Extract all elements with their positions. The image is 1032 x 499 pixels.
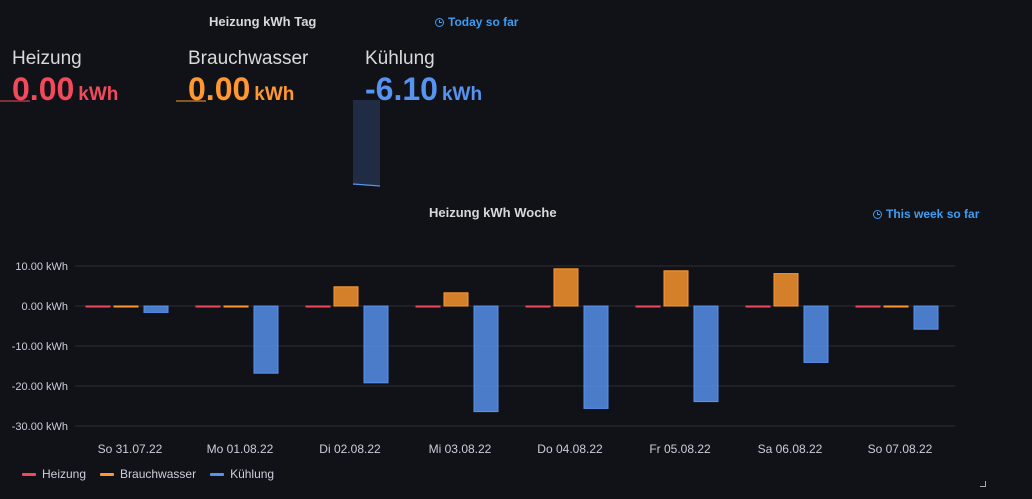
bar-kühlung-1[interactable] <box>253 305 279 374</box>
bar-kühlung-4[interactable] <box>583 305 609 409</box>
stat-name: Kühlung <box>365 48 435 69</box>
bar-heizung-5[interactable] <box>635 305 661 308</box>
legend-item-kuehlung[interactable]: Kühlung <box>210 467 274 481</box>
bar-heizung-2[interactable] <box>305 305 331 308</box>
bar-brauchwasser-7[interactable] <box>883 305 909 308</box>
y-tick-label: 0.00 kWh <box>22 301 68 313</box>
bar-brauchwasser-0[interactable] <box>113 305 139 308</box>
panel-title: Heizung kWh Tag <box>209 14 317 29</box>
time-info-label: Today so far <box>448 15 519 29</box>
stat-unit: kWh <box>254 84 295 105</box>
clock-icon <box>435 17 444 27</box>
stat-name: Heizung <box>12 48 82 69</box>
legend-swatch <box>210 472 225 476</box>
chart-legend: Heizung Brauchwasser Kühlung <box>22 467 274 481</box>
stat-heizung: Heizung 0.00 kWh <box>12 48 118 108</box>
bar-kühlung-3[interactable] <box>473 305 499 413</box>
y-tick-label: -30.00 kWh <box>12 421 68 433</box>
sparkline-heizung <box>0 100 30 102</box>
x-tick-label: Mo 01.08.22 <box>207 442 274 456</box>
bar-heizung-6[interactable] <box>745 305 771 308</box>
y-tick-label: -20.00 kWh <box>12 381 68 393</box>
legend-item-heizung[interactable]: Heizung <box>22 467 86 481</box>
bar-kühlung-5[interactable] <box>693 305 719 403</box>
time-info-label: This week so far <box>886 207 980 221</box>
panel-title: Heizung kWh Woche <box>429 205 557 220</box>
y-tick-label: -10.00 kWh <box>12 341 68 353</box>
bar-heizung-1[interactable] <box>195 305 221 308</box>
bar-kühlung-6[interactable] <box>803 305 829 363</box>
x-tick-label: So 31.07.22 <box>98 442 163 456</box>
x-tick-label: Fr 05.08.22 <box>649 442 711 456</box>
y-tick-label: 10.00 kWh <box>15 261 68 273</box>
sparkline-kuehlung <box>353 100 381 187</box>
weekly-chart-panel: Heizung kWh Woche This week so far 10.00… <box>0 195 1032 499</box>
bar-heizung-3[interactable] <box>415 305 441 308</box>
daily-stat-panel: Heizung kWh Tag Today so far Heizung 0.0… <box>0 0 1032 195</box>
clock-icon <box>873 209 882 219</box>
bar-heizung-4[interactable] <box>525 305 551 308</box>
bar-brauchwasser-5[interactable] <box>663 270 689 307</box>
stat-brauchwasser: Brauchwasser 0.00 kWh <box>188 48 308 108</box>
resize-handle-icon[interactable] <box>980 481 986 487</box>
legend-label: Heizung <box>42 467 87 481</box>
legend-item-brauchwasser[interactable]: Brauchwasser <box>100 467 196 481</box>
x-tick-label: Do 04.08.22 <box>537 442 603 456</box>
x-tick-label: Sa 06.08.22 <box>758 442 823 456</box>
bar-brauchwasser-6[interactable] <box>773 273 799 307</box>
weekly-bar-chart: 10.00 kWh 0.00 kWh -10.00 kWh -20.00 kWh -30… <box>12 261 955 456</box>
stat-kuehlung: Kühlung -6.10 kWh <box>365 48 482 108</box>
legend-swatch <box>22 472 36 476</box>
bar-brauchwasser-3[interactable] <box>443 292 469 307</box>
stat-unit: kWh <box>441 84 483 105</box>
legend-label: Brauchwasser <box>120 467 197 481</box>
time-info[interactable]: Today so far <box>435 15 518 29</box>
bar-heizung-7[interactable] <box>855 305 881 308</box>
x-tick-label: Mi 03.08.22 <box>429 442 492 456</box>
legend-label: Kühlung <box>230 467 275 481</box>
sparkline-brauchwasser <box>176 100 206 102</box>
bar-kühlung-0[interactable] <box>143 305 169 313</box>
bar-kühlung-2[interactable] <box>363 305 389 384</box>
x-tick-label: Di 02.08.22 <box>319 442 381 456</box>
bar-heizung-0[interactable] <box>85 305 111 308</box>
bar-brauchwasser-1[interactable] <box>223 305 249 308</box>
bar-brauchwasser-2[interactable] <box>333 286 359 307</box>
bar-kühlung-7[interactable] <box>913 305 939 330</box>
stat-unit: kWh <box>78 84 119 105</box>
time-info[interactable]: This week so far <box>873 207 979 221</box>
stat-name: Brauchwasser <box>188 48 309 69</box>
legend-swatch <box>100 472 115 476</box>
x-tick-label: So 07.08.22 <box>868 442 933 456</box>
bar-brauchwasser-4[interactable] <box>553 268 579 307</box>
